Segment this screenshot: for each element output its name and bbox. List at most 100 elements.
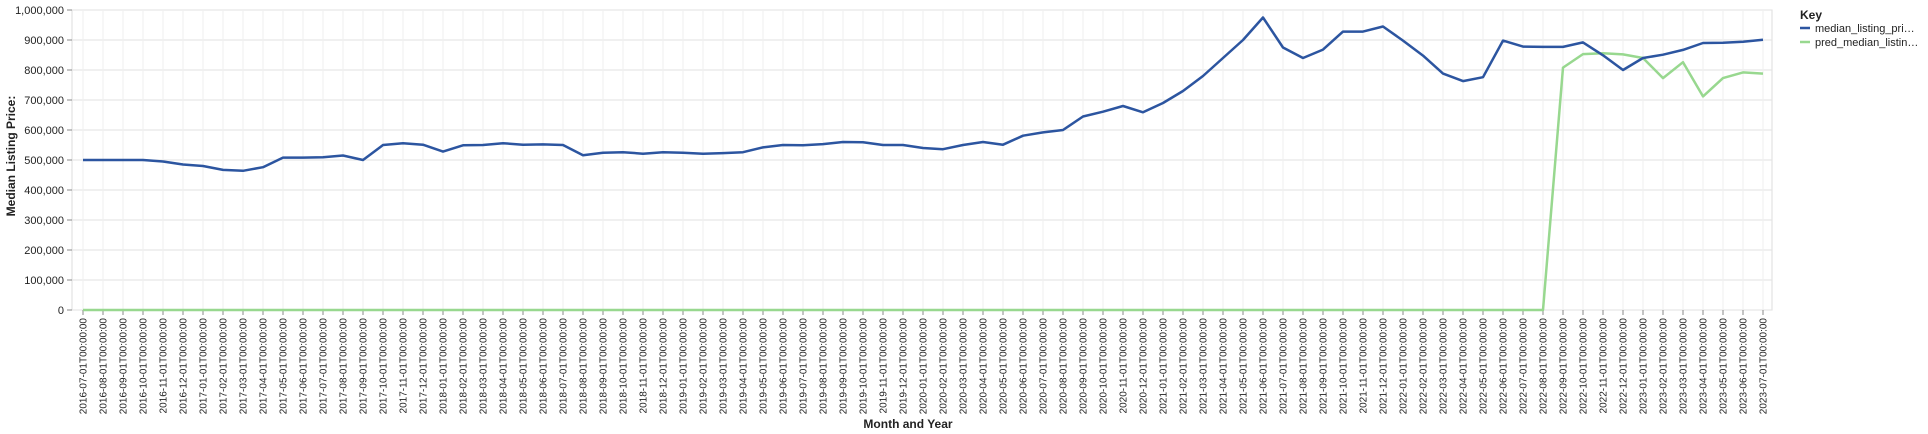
x-tick-label: 2018-09-01T00:00:00 xyxy=(599,318,610,415)
x-tick-label: 2016-09-01T00:00:00 xyxy=(119,318,130,415)
x-tick-label: 2016-12-01T00:00:00 xyxy=(179,318,190,415)
x-tick-label: 2023-03-01T00:00:00 xyxy=(1679,318,1690,415)
x-tick-label: 2021-07-01T00:00:00 xyxy=(1279,318,1290,415)
x-tick-label: 2022-05-01T00:00:00 xyxy=(1479,318,1490,415)
x-tick-label: 2017-04-01T00:00:00 xyxy=(259,318,270,415)
y-tick-label: 400,000 xyxy=(24,185,64,197)
x-tick-label: 2021-10-01T00:00:00 xyxy=(1339,318,1350,415)
x-tick-label: 2022-07-01T00:00:00 xyxy=(1519,318,1530,415)
x-tick-label: 2022-04-01T00:00:00 xyxy=(1459,318,1470,415)
x-tick-label: 2017-02-01T00:00:00 xyxy=(219,318,230,415)
legend-label: median_listing_pri… xyxy=(1815,23,1915,35)
x-tick-label: 2021-04-01T00:00:00 xyxy=(1219,318,1230,415)
legend-title: Key xyxy=(1800,8,1822,22)
x-tick-label: 2023-06-01T00:00:00 xyxy=(1739,318,1750,415)
x-tick-label: 2018-03-01T00:00:00 xyxy=(479,318,490,415)
x-tick-label: 2018-11-01T00:00:00 xyxy=(639,318,650,414)
y-tick-label: 0 xyxy=(58,305,64,317)
x-tick-label: 2020-04-01T00:00:00 xyxy=(979,318,990,415)
x-tick-label: 2021-01-01T00:00:00 xyxy=(1159,318,1170,415)
x-tick-label: 2016-07-01T00:00:00 xyxy=(79,318,90,415)
x-tick-label: 2020-09-01T00:00:00 xyxy=(1079,318,1090,415)
x-tick-label: 2018-07-01T00:00:00 xyxy=(559,318,570,415)
x-tick-label: 2020-12-01T00:00:00 xyxy=(1139,318,1150,415)
x-tick-label: 2020-07-01T00:00:00 xyxy=(1039,318,1050,415)
x-tick-label: 2016-08-01T00:00:00 xyxy=(99,318,110,415)
x-tick-label: 2018-02-01T00:00:00 xyxy=(459,318,470,415)
x-tick-label: 2021-11-01T00:00:00 xyxy=(1359,318,1370,414)
x-tick-label: 2022-06-01T00:00:00 xyxy=(1499,318,1510,415)
x-tick-label: 2019-03-01T00:00:00 xyxy=(719,318,730,415)
y-tick-label: 300,000 xyxy=(24,215,64,227)
x-tick-label: 2017-11-01T00:00:00 xyxy=(399,318,410,414)
x-tick-label: 2019-12-01T00:00:00 xyxy=(899,318,910,415)
x-tick-label: 2022-02-01T00:00:00 xyxy=(1419,318,1430,415)
x-axis-ticks: 2016-07-01T00:00:00 2016-08-01T00:00:00 20… xyxy=(79,310,1770,414)
y-tick-label: 100,000 xyxy=(24,275,64,287)
x-tick-label: 2023-02-01T00:00:00 xyxy=(1659,318,1670,415)
y-tick-label: 500,000 xyxy=(24,155,64,167)
x-tick-label: 2021-12-01T00:00:00 xyxy=(1379,318,1390,415)
x-tick-label: 2017-08-01T00:00:00 xyxy=(339,318,350,415)
y-tick-label: 1,000,000 xyxy=(15,5,64,17)
series-lines xyxy=(83,16,1764,312)
y-axis-title: Median Listing Price: xyxy=(4,96,18,217)
x-tick-label: 2020-05-01T00:00:00 xyxy=(999,318,1010,415)
x-tick-label: 2023-05-01T00:00:00 xyxy=(1719,318,1730,415)
x-tick-label: 2019-07-01T00:00:00 xyxy=(799,318,810,415)
x-tick-label: 2020-02-01T00:00:00 xyxy=(939,318,950,415)
x-tick-label: 2022-12-01T00:00:00 xyxy=(1619,318,1630,415)
x-tick-label: 2019-01-01T00:00:00 xyxy=(679,318,690,415)
x-tick-label: 2023-01-01T00:00:00 xyxy=(1639,318,1650,415)
x-tick-label: 2019-06-01T00:00:00 xyxy=(779,318,790,415)
y-tick-label: 600,000 xyxy=(24,125,64,137)
x-tick-label: 2018-06-01T00:00:00 xyxy=(539,318,550,415)
x-tick-label: 2018-08-01T00:00:00 xyxy=(579,318,590,415)
x-tick-label: 2017-05-01T00:00:00 xyxy=(279,318,290,415)
x-tick-label: 2016-10-01T00:00:00 xyxy=(139,318,150,415)
x-tick-label: 2021-03-01T00:00:00 xyxy=(1199,318,1210,415)
x-tick-label: 2019-02-01T00:00:00 xyxy=(699,318,710,415)
x-tick-label: 2021-06-01T00:00:00 xyxy=(1259,318,1270,415)
x-tick-label: 2019-08-01T00:00:00 xyxy=(819,318,830,415)
x-tick-label: 2018-01-01T00:00:00 xyxy=(439,318,450,415)
x-tick-label: 2019-09-01T00:00:00 xyxy=(839,318,850,415)
x-tick-label: 2022-09-01T00:00:00 xyxy=(1559,318,1570,415)
legend: Key median_listing_pri… pred_median_listi… xyxy=(1800,8,1918,49)
x-tick-label: 2017-06-01T00:00:00 xyxy=(299,318,310,415)
x-tick-label: 2021-08-01T00:00:00 xyxy=(1299,318,1310,415)
series-line-1 xyxy=(83,51,1764,312)
x-tick-label: 2017-10-01T00:00:00 xyxy=(379,318,390,415)
x-tick-label: 2020-11-01T00:00:00 xyxy=(1119,318,1130,414)
x-tick-label: 2022-11-01T00:00:00 xyxy=(1599,318,1610,414)
series-line-0 xyxy=(83,16,1764,173)
x-tick-label: 2019-11-01T00:00:00 xyxy=(879,318,890,414)
y-tick-label: 800,000 xyxy=(24,65,64,77)
x-tick-label: 2020-01-01T00:00:00 xyxy=(919,318,930,415)
x-tick-label: 2019-05-01T00:00:00 xyxy=(759,318,770,415)
x-tick-label: 2021-02-01T00:00:00 xyxy=(1179,318,1190,415)
x-tick-label: 2017-01-01T00:00:00 xyxy=(199,318,210,415)
x-tick-label: 2023-04-01T00:00:00 xyxy=(1699,318,1710,415)
x-tick-label: 2022-08-01T00:00:00 xyxy=(1539,318,1550,415)
x-tick-label: 2018-04-01T00:00:00 xyxy=(499,318,510,415)
x-tick-label: 2017-12-01T00:00:00 xyxy=(419,318,430,415)
x-tick-label: 2016-11-01T00:00:00 xyxy=(159,318,170,414)
x-tick-label: 2020-03-01T00:00:00 xyxy=(959,318,970,415)
x-tick-label: 2022-01-01T00:00:00 xyxy=(1399,318,1410,415)
y-tick-label: 900,000 xyxy=(24,35,64,47)
x-tick-label: 2017-03-01T00:00:00 xyxy=(239,318,250,415)
x-tick-label: 2021-09-01T00:00:00 xyxy=(1319,318,1330,415)
y-tick-label: 200,000 xyxy=(24,245,64,257)
x-tick-label: 2017-07-01T00:00:00 xyxy=(319,318,330,415)
legend-label: pred_median_listin… xyxy=(1815,37,1918,49)
x-tick-label: 2022-03-01T00:00:00 xyxy=(1439,318,1450,415)
x-axis-title: Month and Year xyxy=(863,417,952,431)
gridlines xyxy=(71,9,1773,311)
x-tick-label: 2023-07-01T00:00:00 xyxy=(1759,318,1770,415)
x-tick-label: 2017-09-01T00:00:00 xyxy=(359,318,370,415)
x-tick-label: 2022-10-01T00:00:00 xyxy=(1579,318,1590,415)
y-tick-label: 700,000 xyxy=(24,95,64,107)
x-tick-label: 2020-10-01T00:00:00 xyxy=(1099,318,1110,415)
